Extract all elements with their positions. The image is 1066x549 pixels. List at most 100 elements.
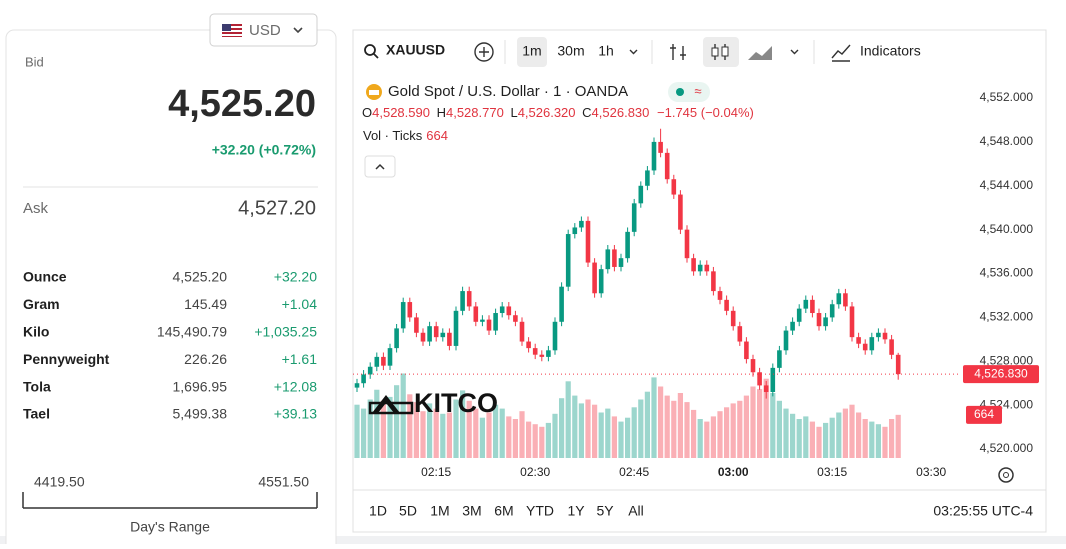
volume-bar [552,413,558,458]
period-button[interactable]: 1D [369,503,387,519]
high: 4,528.770 [446,105,504,120]
candle-body [565,234,571,287]
ask-label: Ask [23,200,49,217]
interval-button[interactable]: 1h [598,43,614,59]
volume-bar [651,377,657,458]
volume-bar [361,408,367,458]
volume-bar [737,400,743,458]
volume-bar [433,408,439,458]
volume-bar [539,426,545,458]
volume-bar [466,400,472,458]
volume-bar [605,408,611,458]
candle-body [539,354,545,357]
bid-value: 4,525.20 [168,83,316,125]
candle-body [862,343,868,351]
candle-body [400,302,406,329]
volume-bar [836,412,842,458]
volume-bar [493,404,499,458]
period-button[interactable]: 5Y [596,503,614,519]
volume-bar [770,393,776,458]
volume-legend: Vol · Ticks 664 [363,128,448,143]
volume-bar [823,422,829,458]
y-tick-label: 4,548.000 [980,134,1034,148]
volume-bar [427,403,433,458]
candle-body [526,341,531,349]
footer-strip [0,536,1066,544]
period-button[interactable]: All [628,503,644,519]
period-button[interactable]: 5D [399,503,417,519]
x-tick-label: 03:00 [718,465,749,479]
interval-button[interactable]: 30m [557,43,584,59]
unit-price: 145,490.79 [157,324,227,340]
style-menu[interactable] [790,49,799,55]
volume-bar [697,419,703,458]
symbol-search[interactable]: XAUUSD [364,42,445,59]
volume-bar [849,404,855,458]
compare-button[interactable] [474,42,494,62]
change: −1.745 (−0.04%) [657,105,754,120]
period-button[interactable]: 1Y [567,503,585,519]
volume-bar [790,413,796,458]
chart-style-active[interactable] [703,37,739,67]
volume-bar [829,417,835,458]
unit-change: +1.04 [282,296,318,312]
candle-body [546,350,551,357]
volume-tag-label: 664 [974,407,994,421]
interval-button[interactable]: 1m [522,43,541,59]
x-tick-label: 02:15 [421,465,451,479]
candle-body [744,341,749,360]
period-button[interactable]: YTD [526,503,554,519]
candle-body [625,231,630,259]
candle-body [730,310,736,327]
volume-bar [486,412,492,458]
candle-body [711,271,716,292]
volume-bar [387,396,393,458]
y-tick-label: 4,540.000 [980,222,1034,236]
volume-bar [776,400,782,458]
candle-body [387,348,393,366]
candle-body [612,249,617,267]
volume-bar [862,419,868,458]
volume-bar [889,419,895,458]
candle-body [513,315,518,322]
symbol: XAUUSD [386,42,445,58]
volume-bar [618,421,624,458]
currency-select[interactable]: USD [209,13,318,47]
interval-menu[interactable] [629,49,638,55]
range-bar [22,492,318,509]
candle-body [394,328,399,349]
volume-bar [625,417,631,458]
area-style[interactable] [748,46,772,60]
period-button[interactable]: 6M [494,503,513,519]
volume-bar [671,400,677,458]
bar-style[interactable] [670,44,686,60]
volume-bar [460,390,466,458]
candle-body [790,321,795,331]
candle-body [869,337,875,351]
watermark: KITCO [368,388,498,418]
volume-bar [816,426,822,458]
candle-body [361,374,366,384]
volume-bar [869,421,875,458]
candle-body [796,308,802,322]
collapse-legend[interactable] [364,155,396,178]
candle-body [757,372,762,386]
candle-body [777,350,782,368]
unit-name: Pennyweight [23,351,110,367]
volume-bar [704,421,710,458]
candle-body [631,203,637,232]
volume-bar [394,385,400,458]
period-button[interactable]: 1M [430,503,449,519]
indicators-button[interactable]: Indicators [860,43,921,59]
candle-body [598,269,604,294]
series-title: Gold Spot / U.S. Dollar · 1 · OANDA [388,83,628,100]
candle-body [592,262,597,294]
volume-bar [559,398,565,458]
volume-bar [506,416,512,458]
volume-bar [882,426,888,458]
candle-body [750,359,756,373]
volume-bar [499,408,505,458]
candle-body [783,330,789,351]
settings[interactable] [998,467,1014,483]
period-button[interactable]: 3M [462,503,481,519]
